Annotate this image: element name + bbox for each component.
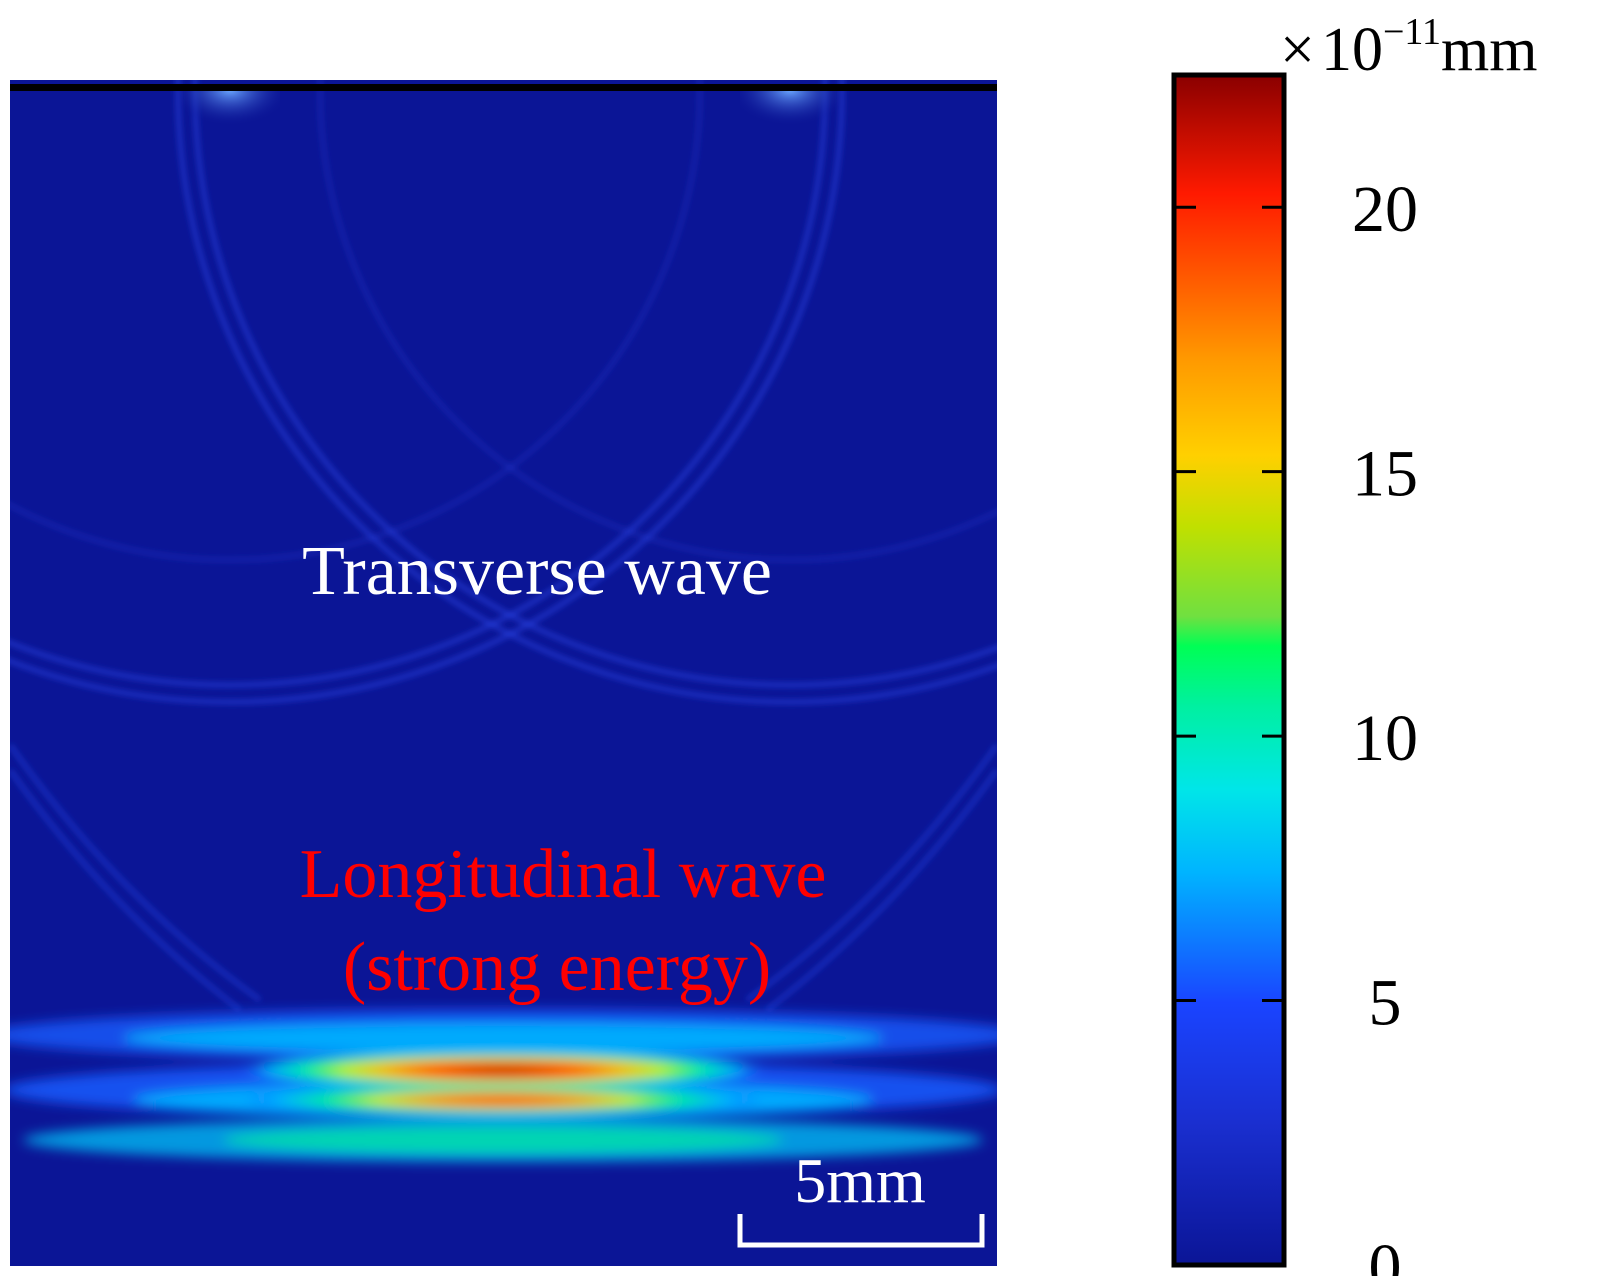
colorbar-tick-label-0: 0 <box>1369 1231 1402 1276</box>
colorbar-ticks: 0 5 10 15 20 <box>1174 173 1418 1276</box>
colorbar-tick-label-20: 20 <box>1352 173 1418 246</box>
unit-suffix: mm <box>1441 16 1537 84</box>
colorbar-tick-label-5: 5 <box>1369 967 1402 1040</box>
field-plot: Transverse wave Longitudinal wave (stron… <box>10 80 997 1266</box>
unit-base: 10 <box>1321 16 1383 84</box>
colorbar-tick-label-15: 15 <box>1352 438 1418 511</box>
scale-bar-label: 5mm <box>794 1145 926 1216</box>
colorbar-tick-label-10: 10 <box>1352 702 1418 775</box>
source-glow-right <box>740 90 840 150</box>
colorbar-unit: ×10−11mm <box>1280 11 1537 84</box>
longitudinal-wave-label: Longitudinal wave <box>300 836 827 913</box>
scale-bar <box>737 1214 985 1248</box>
source-glow-left <box>180 90 280 150</box>
unit-exponent: −11 <box>1383 11 1441 53</box>
longitudinal-wavefront <box>10 1009 997 1162</box>
reflected-wave-arcs <box>10 743 997 1012</box>
strong-energy-label: (strong energy) <box>343 929 771 1006</box>
unit-prefix: × <box>1280 16 1315 84</box>
colorbar-gradient <box>1171 72 1287 1268</box>
transverse-wave-label: Transverse wave <box>302 533 772 610</box>
plot-top-border <box>10 84 997 91</box>
